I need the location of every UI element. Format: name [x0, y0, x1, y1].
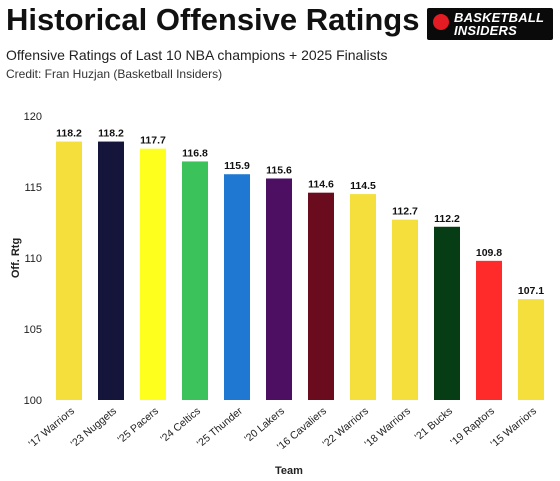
x-tick-label: '17 Warriors [26, 405, 77, 450]
x-tick-label: '25 Thunder [195, 405, 246, 450]
bar-value-label: 112.2 [434, 213, 460, 225]
basketball-insiders-logo: BASKETBALL INSIDERS [427, 8, 553, 40]
bar-value-label: 118.2 [56, 128, 82, 140]
value-labels: 118.2 118.2 117.7 116.8 115.9 115.6 114.6 114.5… [56, 128, 544, 298]
y-tick-label: 120 [24, 111, 42, 123]
bar [308, 192, 334, 400]
y-tick-label: 115 [24, 182, 42, 194]
basketball-icon [433, 14, 449, 30]
y-tick-label: 110 [24, 253, 42, 265]
x-axis-title: Team [275, 465, 303, 477]
bar-value-label: 112.7 [392, 206, 418, 218]
bar-value-label: 115.6 [266, 164, 292, 176]
logo-text-line2: INSIDERS [454, 23, 518, 38]
x-tick-label: '23 Nuggets [69, 405, 119, 450]
x-tick-label: '21 Bucks [413, 405, 455, 443]
bar-value-label: 114.5 [350, 180, 376, 192]
x-tick-label: '18 Warriors [362, 405, 413, 450]
x-tick-label: '15 Warriors [488, 405, 539, 450]
bar-value-label: 115.9 [224, 160, 250, 172]
bar-value-label: 109.8 [476, 247, 502, 259]
y-tick-label: 100 [24, 395, 42, 407]
bar [266, 178, 292, 400]
bar [476, 260, 502, 400]
y-axis-title: Off. Rtg [10, 238, 22, 278]
bar [350, 194, 376, 400]
bar-value-label: 116.8 [182, 147, 208, 159]
bar [56, 141, 82, 400]
category-labels: '17 Warriors'23 Nuggets'25 Pacers'24 Cel… [26, 405, 539, 453]
bar [518, 299, 544, 400]
bars [56, 141, 544, 400]
bar [140, 148, 166, 400]
bar-value-label: 117.7 [140, 135, 166, 147]
bar [98, 141, 124, 400]
bar-value-label: 114.6 [308, 179, 334, 191]
bar [224, 174, 250, 400]
y-axis-ticks: 100 105 110 115 120 [24, 111, 42, 407]
bar [434, 226, 460, 400]
bar-value-label: 107.1 [518, 285, 544, 297]
chart-credit: Credit: Fran Huzjan (Basketball Insiders… [6, 67, 223, 81]
bar [182, 161, 208, 400]
chart-subtitle: Offensive Ratings of Last 10 NBA champio… [6, 47, 388, 63]
bar [392, 219, 418, 400]
logo-text-line1: BASKETBALL [454, 10, 545, 25]
x-tick-label: '25 Pacers [115, 405, 160, 446]
chart-title: Historical Offensive Ratings [6, 2, 420, 37]
bar-value-label: 118.2 [98, 128, 124, 140]
y-tick-label: 105 [24, 324, 42, 336]
